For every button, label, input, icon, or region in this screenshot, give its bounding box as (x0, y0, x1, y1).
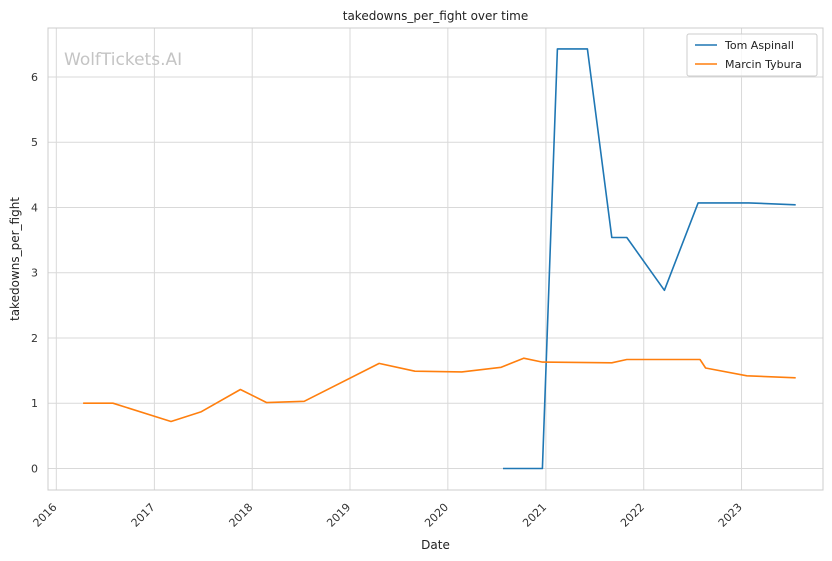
x-tick-label: 2021 (520, 501, 549, 530)
x-tick-label: 2020 (422, 501, 451, 530)
x-tick-label: 2017 (129, 501, 158, 530)
y-tick-label: 5 (31, 136, 38, 149)
series-line-tom-aspinall (503, 48, 796, 470)
chart-title: takedowns_per_fight over time (343, 9, 529, 23)
legend-label-marcin-tybura: Marcin Tybura (725, 58, 802, 71)
y-tick-label: 0 (31, 462, 38, 475)
x-tick-label: 2018 (227, 501, 256, 530)
watermark: WolfTickets.AI (64, 50, 182, 70)
legend-label-tom-aspinall: Tom Aspinall (724, 39, 794, 52)
y-tick-label: 4 (31, 201, 38, 214)
series-line-marcin-tybura (83, 357, 796, 423)
x-tick-label: 2019 (324, 501, 353, 530)
y-axis: 0 1 2 3 4 5 6 (31, 71, 38, 476)
y-tick-label: 6 (31, 71, 38, 84)
y-tick-label: 1 (31, 397, 38, 410)
x-axis: 2016 2017 2018 2019 2020 2021 2022 2023 (31, 501, 745, 530)
y-tick-label: 2 (31, 332, 38, 345)
x-axis-label: Date (421, 538, 450, 552)
x-tick-label: 2016 (31, 501, 60, 530)
x-tick-label: 2022 (618, 501, 647, 530)
legend: Tom Aspinall Marcin Tybura (686, 33, 818, 77)
plot-frame (47, 27, 824, 491)
x-tick-label: 2023 (716, 501, 745, 530)
series-lines (83, 48, 796, 470)
legend-box (686, 33, 818, 77)
y-axis-label: takedowns_per_fight (8, 197, 22, 321)
grid (48, 28, 823, 490)
y-tick-label: 3 (31, 267, 38, 280)
